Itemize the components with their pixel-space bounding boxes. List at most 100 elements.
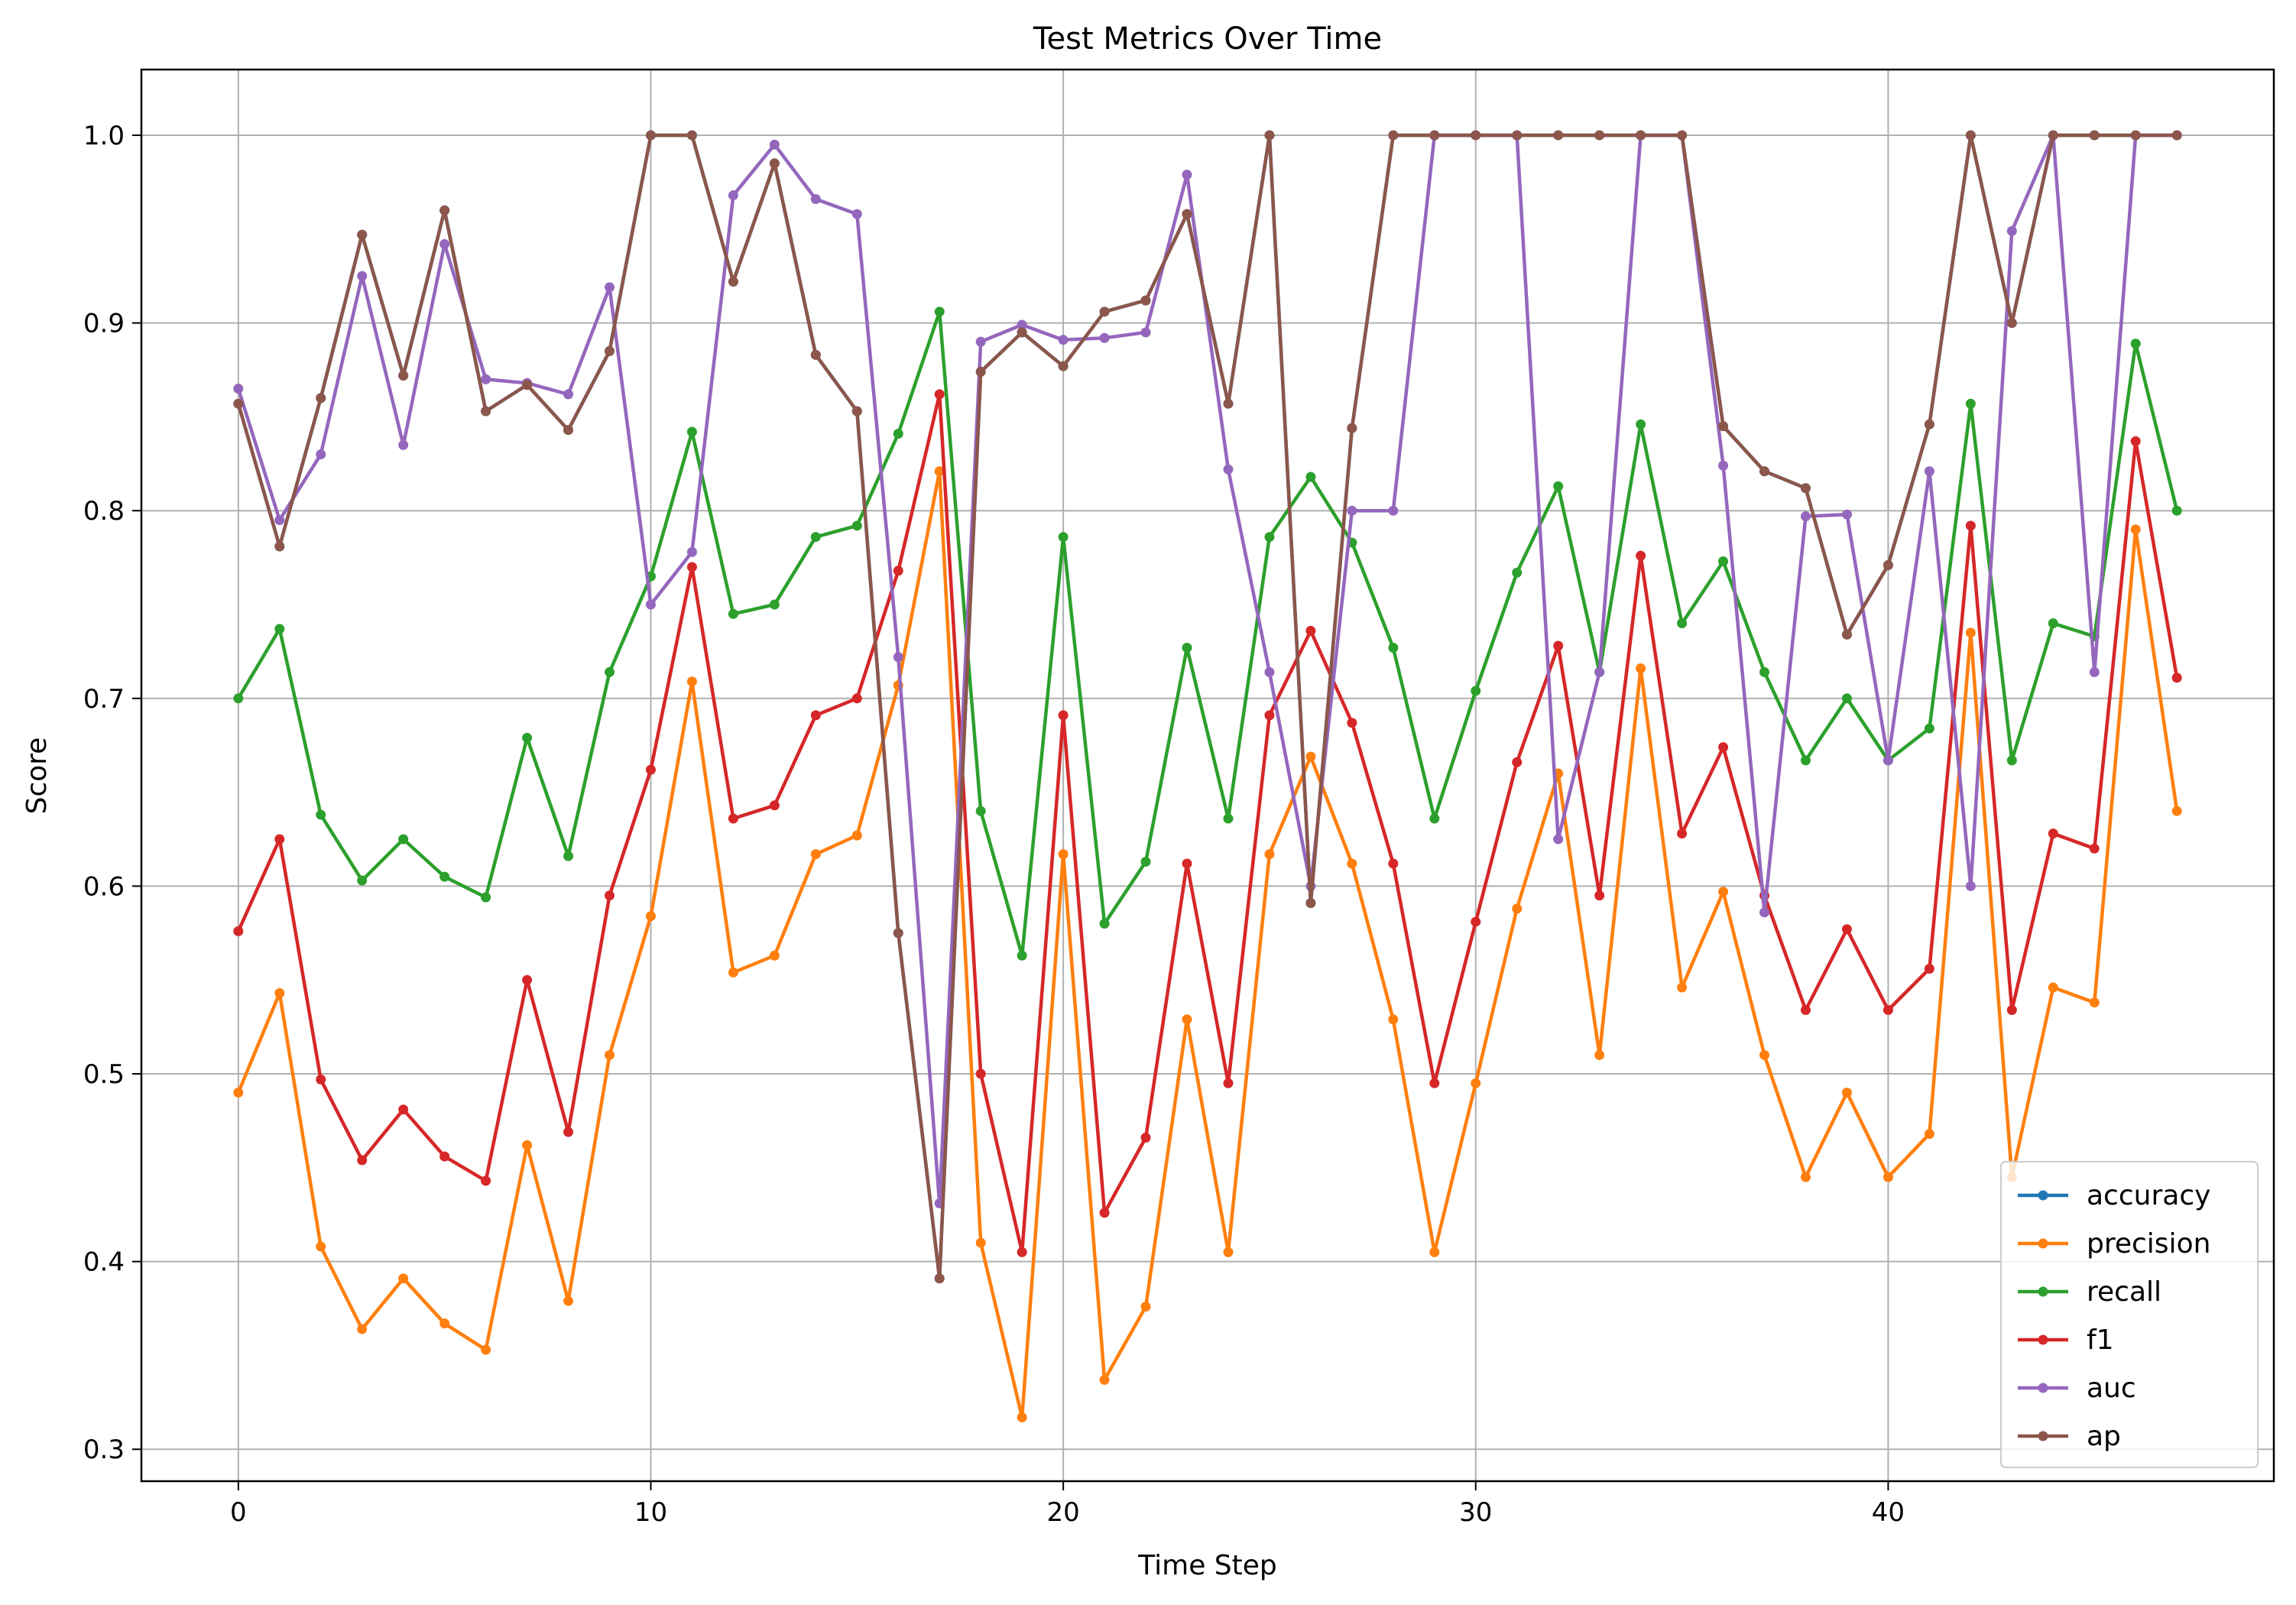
data-point-ap xyxy=(1636,130,1646,141)
data-point-precision xyxy=(851,830,862,841)
data-point-ap xyxy=(1264,130,1275,141)
data-point-precision xyxy=(522,1140,533,1150)
data-point-f1 xyxy=(810,710,821,721)
data-point-ap xyxy=(1965,130,1976,141)
data-point-f1 xyxy=(1594,890,1605,901)
data-point-recall xyxy=(934,306,945,317)
data-point-recall xyxy=(1264,532,1275,543)
data-point-precision xyxy=(1058,849,1069,860)
x-tick-label: 40 xyxy=(1872,1497,1905,1528)
data-point-recall xyxy=(398,834,409,845)
legend-marker xyxy=(2038,1431,2048,1441)
data-point-recall xyxy=(810,532,821,543)
data-point-precision xyxy=(1388,1014,1399,1025)
legend-marker xyxy=(2038,1238,2048,1249)
data-point-ap xyxy=(2171,130,2182,141)
series-ap xyxy=(233,130,2182,1284)
data-point-ap xyxy=(1388,130,1399,141)
data-point-recall xyxy=(1924,723,1934,734)
data-point-ap xyxy=(1099,306,1110,317)
data-point-precision xyxy=(1264,849,1275,860)
data-point-f1 xyxy=(2006,1005,2017,1016)
data-point-f1 xyxy=(1264,710,1275,721)
data-point-recall xyxy=(1677,618,1688,629)
data-point-precision xyxy=(1347,858,1357,869)
data-point-f1 xyxy=(2048,828,2058,839)
legend-item-auc: auc xyxy=(2018,1373,2136,1404)
data-point-auc xyxy=(645,599,656,610)
data-point-auc xyxy=(1841,509,1852,520)
data-point-ap xyxy=(522,380,533,391)
data-point-precision xyxy=(439,1318,450,1329)
legend: accuracy precision recall f1 auc ap xyxy=(2000,1161,2259,1468)
y-tick-label: 0.6 xyxy=(83,871,125,902)
data-point-auc xyxy=(563,389,574,400)
data-point-precision xyxy=(1182,1014,1192,1025)
data-point-ap xyxy=(1512,130,1523,141)
data-point-f1 xyxy=(1058,710,1069,721)
data-point-ap xyxy=(316,393,326,404)
series-auc xyxy=(233,130,2182,1208)
data-point-ap xyxy=(1718,421,1729,432)
data-point-f1 xyxy=(1182,858,1192,869)
data-point-ap xyxy=(686,130,697,141)
legend-item-precision: precision xyxy=(2018,1228,2210,1260)
data-point-precision xyxy=(481,1344,491,1355)
data-point-recall xyxy=(522,732,533,743)
data-point-auc xyxy=(1140,327,1151,338)
data-point-auc xyxy=(398,439,409,450)
data-point-auc xyxy=(1883,755,1893,766)
data-point-ap xyxy=(233,398,244,409)
data-point-auc xyxy=(1388,505,1399,516)
legend-label: f1 xyxy=(2087,1325,2114,1356)
data-point-recall xyxy=(893,428,903,439)
data-point-precision xyxy=(1718,887,1729,897)
data-point-precision xyxy=(316,1241,326,1252)
data-point-auc xyxy=(1347,505,1357,516)
data-point-auc xyxy=(1099,332,1110,343)
data-point-ap xyxy=(1347,423,1357,433)
data-point-f1 xyxy=(2130,436,2141,446)
data-point-recall xyxy=(975,806,986,816)
data-point-precision xyxy=(1883,1172,1893,1182)
data-point-ap xyxy=(563,425,574,436)
data-point-auc xyxy=(1594,666,1605,677)
data-point-precision xyxy=(1965,627,1976,638)
legend-item-ap: ap xyxy=(2018,1421,2121,1452)
data-point-auc xyxy=(1223,464,1234,475)
chart-title: Test Metrics Over Time xyxy=(1033,21,1382,57)
data-point-ap xyxy=(1471,130,1481,141)
data-point-auc xyxy=(1718,460,1729,471)
data-point-f1 xyxy=(1429,1078,1440,1088)
data-point-f1 xyxy=(2171,673,2182,683)
series-precision xyxy=(233,466,2182,1422)
data-point-ap xyxy=(398,370,409,381)
data-point-f1 xyxy=(1223,1078,1234,1088)
plot-frame xyxy=(140,68,2275,1483)
legend-label: recall xyxy=(2087,1276,2161,1308)
data-point-recall xyxy=(1429,813,1440,824)
data-point-precision xyxy=(686,676,697,687)
data-point-auc xyxy=(1264,666,1275,677)
data-point-f1 xyxy=(934,389,945,400)
data-point-precision xyxy=(1759,1049,1770,1060)
data-point-f1 xyxy=(316,1074,326,1085)
y-tick-label: 0.3 xyxy=(83,1435,125,1465)
data-point-f1 xyxy=(439,1151,450,1162)
data-point-precision xyxy=(728,967,738,978)
data-point-precision xyxy=(934,466,945,477)
data-point-precision xyxy=(563,1295,574,1306)
data-point-auc xyxy=(1017,319,1027,330)
x-tick-label: 10 xyxy=(634,1497,667,1528)
data-point-precision xyxy=(1677,982,1688,993)
data-point-precision xyxy=(769,950,780,961)
data-point-auc xyxy=(316,449,326,460)
data-point-precision xyxy=(1429,1247,1440,1257)
data-point-recall xyxy=(2006,755,2017,766)
data-point-auc xyxy=(481,374,491,384)
data-point-precision xyxy=(1636,663,1646,674)
data-point-precision xyxy=(1512,903,1523,914)
data-point-precision xyxy=(233,1088,244,1098)
data-point-f1 xyxy=(1924,963,1934,974)
legend-marker xyxy=(2038,1383,2048,1393)
